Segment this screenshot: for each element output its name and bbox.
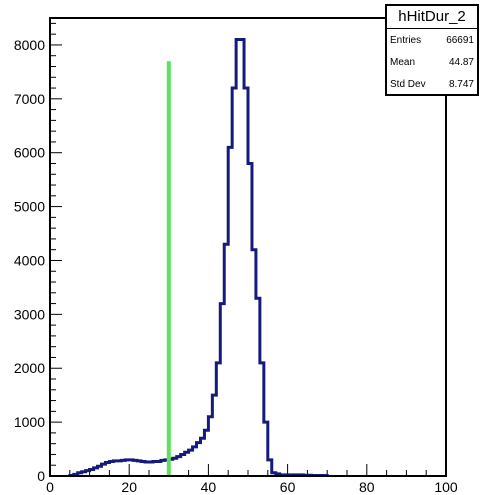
histogram-bin xyxy=(216,363,220,476)
histogram-bin xyxy=(121,460,125,476)
histogram-bin xyxy=(224,244,228,476)
histogram-bin xyxy=(94,468,98,476)
histogram-bin xyxy=(101,464,105,476)
y-tick-label: 8000 xyxy=(14,37,45,53)
histogram-bin xyxy=(129,460,133,476)
stats-title: hHitDur_2 xyxy=(387,6,477,29)
histogram-bin xyxy=(228,147,232,476)
histogram-bin xyxy=(212,395,216,476)
histogram-bin xyxy=(268,460,272,476)
histogram-bin xyxy=(220,304,224,476)
y-tick-label: 2000 xyxy=(14,360,45,376)
histogram-bin xyxy=(240,40,244,476)
y-tick-label: 1000 xyxy=(14,414,45,430)
histogram-bin xyxy=(193,447,197,476)
histogram-bin xyxy=(157,461,161,476)
y-tick-label: 6000 xyxy=(14,145,45,161)
histogram-bin xyxy=(232,88,236,476)
y-tick-label: 7000 xyxy=(14,91,45,107)
histogram-bin xyxy=(161,460,165,476)
x-tick-label: 60 xyxy=(280,479,296,495)
tick-labels: 0 20 40 60 80 1000100020003000400050006000700… xyxy=(14,37,458,495)
x-tick-label: 0 xyxy=(46,479,54,495)
histogram-bin xyxy=(98,466,102,476)
histogram-bin xyxy=(252,250,256,476)
histogram-bin xyxy=(137,461,141,476)
histogram-bin xyxy=(173,458,177,476)
stats-row-stddev: Std Dev 8.747 xyxy=(387,73,477,95)
x-tick-label: 100 xyxy=(434,479,458,495)
stats-label-stddev: Std Dev xyxy=(390,78,426,90)
histogram-bin xyxy=(264,422,268,476)
stats-label-entries: Entries xyxy=(390,34,422,46)
histogram-bin xyxy=(133,460,137,476)
histogram-bin xyxy=(141,461,145,476)
histogram-bin xyxy=(125,460,129,476)
y-tick-label: 5000 xyxy=(14,199,45,215)
histogram-bin xyxy=(256,298,260,476)
histogram-bin xyxy=(248,163,252,476)
histogram-bin xyxy=(236,40,240,476)
histogram-outline xyxy=(68,38,329,477)
histogram-bin xyxy=(185,452,189,476)
stats-value-stddev: 8.747 xyxy=(448,78,474,90)
x-tick-label: 80 xyxy=(359,479,375,495)
y-tick-label: 0 xyxy=(37,468,45,484)
y-tick-label: 3000 xyxy=(14,306,45,322)
x-tick-label: 20 xyxy=(121,479,137,495)
histogram-bin xyxy=(189,450,193,476)
stats-box: hHitDur_2 Entries 66691 Mean 44.87 Std D… xyxy=(385,4,479,96)
histogram-bin xyxy=(200,438,204,476)
histogram-bin xyxy=(204,430,208,476)
stats-row-mean: Mean 44.87 xyxy=(387,51,477,73)
histogram-bin xyxy=(145,462,149,476)
histogram-bin xyxy=(149,462,153,476)
y-tick-label: 4000 xyxy=(14,252,45,268)
histogram-bin xyxy=(244,88,248,476)
histogram-bin xyxy=(197,443,201,476)
histogram-series xyxy=(68,38,329,477)
stats-value-mean: 44.87 xyxy=(448,56,474,68)
histogram-bin xyxy=(177,457,181,476)
histogram-bin xyxy=(109,461,113,476)
histogram-bin xyxy=(117,461,121,476)
plot-frame xyxy=(49,17,447,477)
histogram-bin xyxy=(105,463,109,476)
histogram-bin xyxy=(208,417,212,476)
histogram-bin xyxy=(181,454,185,476)
x-tick-label: 40 xyxy=(201,479,217,495)
stats-row-entries: Entries 66691 xyxy=(387,29,477,51)
stats-label-mean: Mean xyxy=(390,56,416,68)
stats-value-entries: 66691 xyxy=(446,34,474,46)
histogram-bin xyxy=(113,461,117,476)
histogram-bin xyxy=(260,363,264,476)
histogram-bin xyxy=(153,461,157,476)
